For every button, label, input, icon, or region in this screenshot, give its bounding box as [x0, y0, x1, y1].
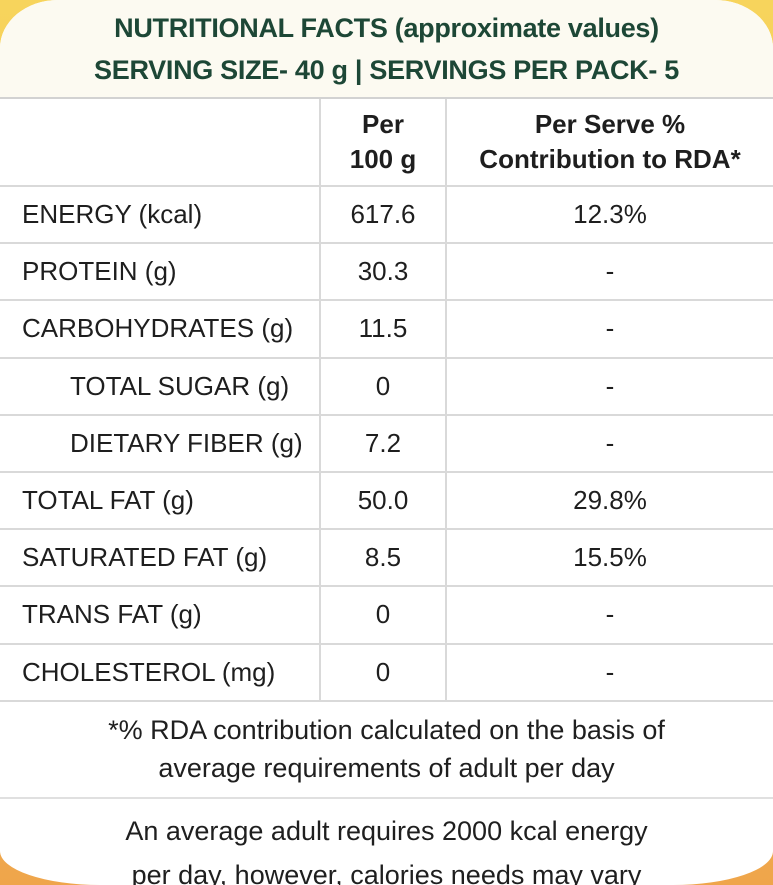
rda-footnote-line2: average requirements of adult per day [158, 752, 615, 783]
table-row: DIETARY FIBER (g) 7.2 - [0, 415, 773, 473]
table-row: TOTAL SUGAR (g) 0 - [0, 358, 773, 416]
per-100g-value: 7.2 [319, 415, 447, 471]
rda-value: 29.8% [573, 485, 647, 516]
rda-value: - [605, 427, 615, 458]
nutrient-label: CHOLESTEROL (mg) [22, 656, 276, 687]
nutrient-label: TOTAL SUGAR (g) [70, 370, 290, 401]
per-100g-value: 0 [319, 587, 447, 643]
table-header-row: Per 100 g Per Serve % Contribution to RD… [0, 99, 773, 187]
nutrition-facts-title: NUTRITIONAL FACTS (approximate values) [114, 13, 659, 43]
rda-value: - [605, 256, 615, 287]
table-row: ENERGY (kcal) 617.6 12.3% [0, 187, 773, 245]
col-header-rda-line2: Contribution to RDA* [479, 144, 741, 174]
col-header-per-100g-line1: Per [362, 109, 404, 139]
nutrient-label: DIETARY FIBER (g) [70, 427, 303, 458]
table-row: SATURATED FAT (g) 8.5 15.5% [0, 530, 773, 588]
rda-footnote-line1: *% RDA contribution calculated on the ba… [108, 714, 665, 745]
rda-value: 15.5% [573, 542, 647, 573]
per-100g-value: 617.6 [319, 187, 447, 243]
header-band: NUTRITIONAL FACTS (approximate values) S… [0, 0, 773, 97]
per-100g-value: 0 [319, 358, 447, 414]
per-100g-value: 30.3 [319, 244, 447, 300]
rda-value: - [605, 370, 615, 401]
rda-value: - [605, 599, 615, 630]
rda-value: - [605, 656, 615, 687]
table-row: TRANS FAT (g) 0 - [0, 587, 773, 645]
calorie-footnote-line1: An average adult requires 2000 kcal ener… [125, 815, 648, 846]
serving-info: SERVING SIZE- 40 g | SERVINGS PER PACK- … [94, 55, 679, 85]
table-row: CHOLESTEROL (mg) 0 - [0, 644, 773, 702]
nutrient-label: ENERGY (kcal) [22, 199, 203, 230]
nutrient-label: SATURATED FAT (g) [22, 542, 268, 573]
nutrition-table: Per 100 g Per Serve % Contribution to RD… [0, 97, 773, 702]
nutrition-table-body: ENERGY (kcal) 617.6 12.3% PROTEIN (g) 30.3- C… [0, 187, 773, 702]
table-row: PROTEIN (g) 30.3 - [0, 244, 773, 302]
calorie-footnote-line2: per day, however, calories needs may var… [131, 859, 642, 885]
nutrient-label: TRANS FAT (g) [22, 599, 202, 630]
col-header-nutrient [0, 99, 319, 185]
rda-value: 12.3% [573, 199, 647, 230]
nutrient-label: TOTAL FAT (g) [22, 485, 194, 516]
calorie-footnote: An average adult requires 2000 kcal ener… [0, 799, 773, 885]
rda-footnote: *% RDA contribution calculated on the ba… [0, 702, 773, 799]
col-header-per-100g-line2: 100 g [349, 144, 417, 174]
per-100g-value: 8.5 [319, 530, 447, 586]
table-row: TOTAL FAT (g) 50.0 29.8% [0, 472, 773, 531]
per-100g-value: 50.0 [319, 472, 447, 529]
rda-value: - [605, 313, 615, 344]
table-row: CARBOHYDRATES (g) 11.5 - [0, 301, 773, 359]
per-100g-value: 11.5 [319, 301, 447, 357]
nutrient-label: CARBOHYDRATES (g) [22, 313, 294, 344]
col-header-rda-line1: Per Serve % [534, 109, 686, 139]
col-header-rda: Per Serve % Contribution to RDA* [447, 99, 773, 185]
per-100g-value: 0 [319, 644, 447, 700]
nutrient-label: PROTEIN (g) [22, 256, 177, 287]
col-header-per-100g: Per 100 g [319, 99, 447, 185]
